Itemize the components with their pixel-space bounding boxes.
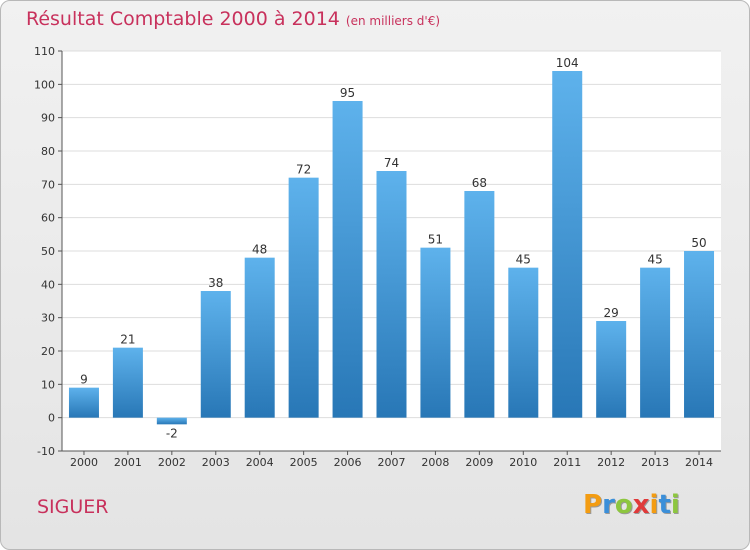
bar [640,267,671,418]
bar [376,171,407,418]
x-tick-label: 2009 [465,456,493,469]
title-text: Résultat Comptable 2000 à 2014 [26,8,340,30]
logo-letter: i [670,490,680,520]
data-label: 21 [120,333,135,347]
y-tick-label: 10 [41,378,55,391]
data-label: 45 [516,253,531,267]
x-tick-label: 2001 [114,456,142,469]
bar [156,417,187,425]
y-tick-label: 30 [41,312,55,325]
y-tick-label: 80 [41,145,55,158]
x-tick-label: 2008 [421,456,449,469]
logo-letter: t [658,490,671,520]
bar [68,387,99,418]
logo-letter: o [614,490,633,520]
y-tick-label: -10 [37,445,55,458]
data-label: 29 [604,306,619,320]
data-label: 95 [340,86,355,100]
data-label: 45 [647,253,662,267]
x-tick-label: 2012 [597,456,625,469]
title-unit: (en milliers d'€) [345,14,441,28]
bar [508,267,539,418]
data-label: 74 [384,156,399,170]
data-label: 68 [472,176,487,190]
bar [464,191,495,418]
bar [420,247,451,418]
y-tick-label: 40 [41,278,55,291]
y-tick-label: 110 [34,45,55,58]
bar [552,71,583,418]
y-tick-label: 50 [41,245,55,258]
logo-letter: r [602,490,615,520]
bar [332,101,363,418]
x-tick-label: 2007 [378,456,406,469]
logo-letter: x [632,490,650,520]
y-tick-label: 90 [41,112,55,125]
y-tick-label: 60 [41,212,55,225]
y-tick-label: 20 [41,345,55,358]
commune-name: SIGUER [37,496,109,518]
x-tick-label: 2004 [246,456,274,469]
y-tick-label: 100 [34,78,55,91]
bar [244,257,275,418]
data-label: 104 [556,56,579,70]
proxiti-logo: Proxiti [583,490,680,520]
bar [200,291,231,418]
x-tick-label: 2010 [509,456,537,469]
x-tick-label: 2005 [290,456,318,469]
x-tick-label: 2000 [70,456,98,469]
data-label: 50 [691,236,706,250]
x-tick-label: 2003 [202,456,230,469]
data-label: 9 [80,373,88,387]
x-tick-label: 2006 [334,456,362,469]
data-label: 38 [208,276,223,290]
bar [596,321,627,418]
bar [684,251,715,418]
bar [112,347,143,418]
y-tick-label: 0 [48,412,55,425]
chart-title: Résultat Comptable 2000 à 2014 (en millie… [26,8,440,30]
data-label: 51 [428,233,443,247]
logo-letter: P [583,490,603,520]
x-tick-label: 2002 [158,456,186,469]
x-tick-label: 2014 [685,456,713,469]
data-label: -2 [166,426,178,440]
data-label: 72 [296,163,311,177]
x-tick-label: 2011 [553,456,581,469]
logo-letter: i [649,490,659,520]
y-tick-label: 70 [41,178,55,191]
data-label: 48 [252,243,267,257]
bar [288,177,319,418]
x-tick-label: 2013 [641,456,669,469]
